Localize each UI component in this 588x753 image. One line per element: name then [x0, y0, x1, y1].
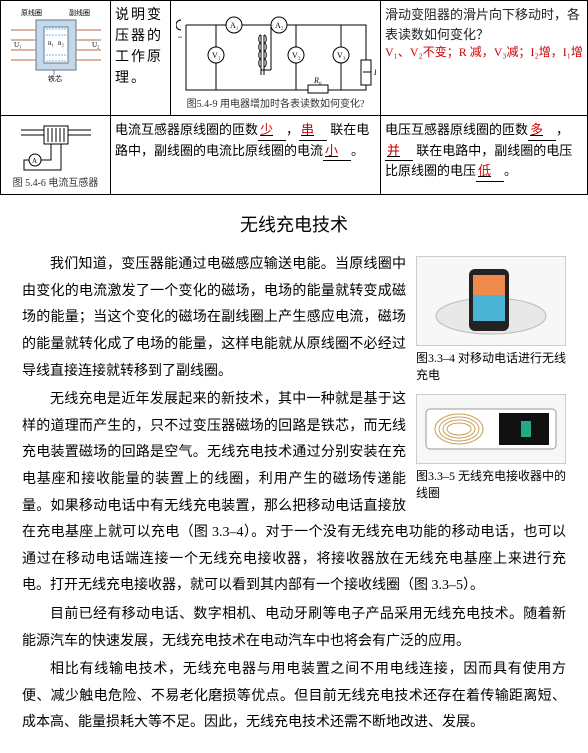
- svg-text:V₃: V₃: [337, 51, 346, 60]
- label-primary: 原线圈: [21, 8, 42, 17]
- svg-text:U₁: U₁: [14, 41, 22, 49]
- svg-text:V₂: V₂: [292, 51, 301, 60]
- article-p3: 目前已经有移动电话、数字相机、电动牙刷等电子产品采用无线充电技术。随着新能源汽车…: [22, 602, 566, 655]
- svg-text:A: A: [32, 157, 37, 165]
- circuit-caption: 图5.4-9 用电器增加时各表读数如何变化?: [187, 99, 365, 111]
- svg-text:n₁: n₁: [48, 39, 54, 47]
- slider-answer: V₁、V₂不变；R 减，V₃减；I₂增，I₁增: [385, 44, 583, 61]
- svg-text:~: ~: [178, 33, 183, 42]
- figure-3-3-5: 图3.3–5 无线充电接收器中的线圈: [416, 394, 566, 502]
- r2c1-ct-fig: A 图 5.4-6 电流互感器: [1, 116, 111, 195]
- prompt-text: 说明变压器的工作原理。: [115, 5, 166, 89]
- r1c4-question: 滑动变阻器的滑片向下移动时，各表读数如何变化？ V₁、V₂不变；R 减，V₃减；…: [381, 1, 588, 116]
- svg-text:V₁: V₁: [212, 51, 221, 60]
- ct-caption: 图 5.4-6 电流互感器: [13, 178, 99, 190]
- figure-3-3-4: 图3.3–4 对移动电话进行无线充电: [416, 256, 566, 384]
- ct-svg: A: [16, 120, 96, 176]
- article-title: 无线充电技术: [22, 208, 566, 242]
- phone-charger-icon: [421, 261, 561, 341]
- r1c2-prompt: 说明变压器的工作原理。: [111, 1, 171, 116]
- article-block: 无线充电技术 图3.3–4 对移动电话进行无线充电: [0, 194, 588, 753]
- svg-text:铁芯: 铁芯: [48, 74, 62, 83]
- fig1-caption: 图3.3–4 对移动电话进行无线充电: [416, 350, 566, 384]
- svg-text:A₂: A₂: [275, 21, 284, 30]
- transformer-svg: 原线圈 副线圈 U₁ U₂ n₁ n₂ 铁芯: [6, 5, 106, 85]
- r1c3-circuit: ~ A₁ A₂ V₁ V₂ V₃ R₀ R 图5.4-9 用电器增加时各表读数如…: [171, 1, 381, 116]
- svg-text:R₀: R₀: [313, 76, 322, 85]
- svg-text:n₂: n₂: [58, 39, 65, 47]
- page-root: 原线圈 副线圈 U₁ U₂ n₁ n₂ 铁芯 说明变压器的工作原理。: [0, 0, 588, 753]
- slider-question: 滑动变阻器的滑片向下移动时，各表读数如何变化？: [385, 5, 583, 44]
- r1c1-transformer-diagram: 原线圈 副线圈 U₁ U₂ n₁ n₂ 铁芯: [1, 1, 111, 116]
- svg-text:U₂: U₂: [92, 41, 100, 49]
- r2c4-pt-text: 电压互感器原线圈的匝数多，并 联在电路中，副线圈的电压比原线圈的电压低。: [381, 116, 588, 195]
- svg-text:A₁: A₁: [230, 21, 239, 30]
- circuit-svg: ~ A₁ A₂ V₁ V₂ V₃ R₀ R: [176, 5, 376, 97]
- receiver-coil-icon: [421, 399, 561, 459]
- fig2-caption: 图3.3–5 无线充电接收器中的线圈: [416, 468, 566, 502]
- worksheet-table: 原线圈 副线圈 U₁ U₂ n₁ n₂ 铁芯 说明变压器的工作原理。: [0, 0, 588, 195]
- r2c2-ct-text: 电流互感器原线圈的匝数少，串 联在电路中，副线圈的电流比原线圈的电流小。: [111, 116, 381, 195]
- label-secondary: 副线圈: [69, 8, 90, 17]
- article-p4: 相比有线输电技术，无线充电器与用电装置之间不用电线连接，因而具有使用方便、减少触…: [22, 657, 566, 737]
- svg-text:R: R: [373, 68, 376, 77]
